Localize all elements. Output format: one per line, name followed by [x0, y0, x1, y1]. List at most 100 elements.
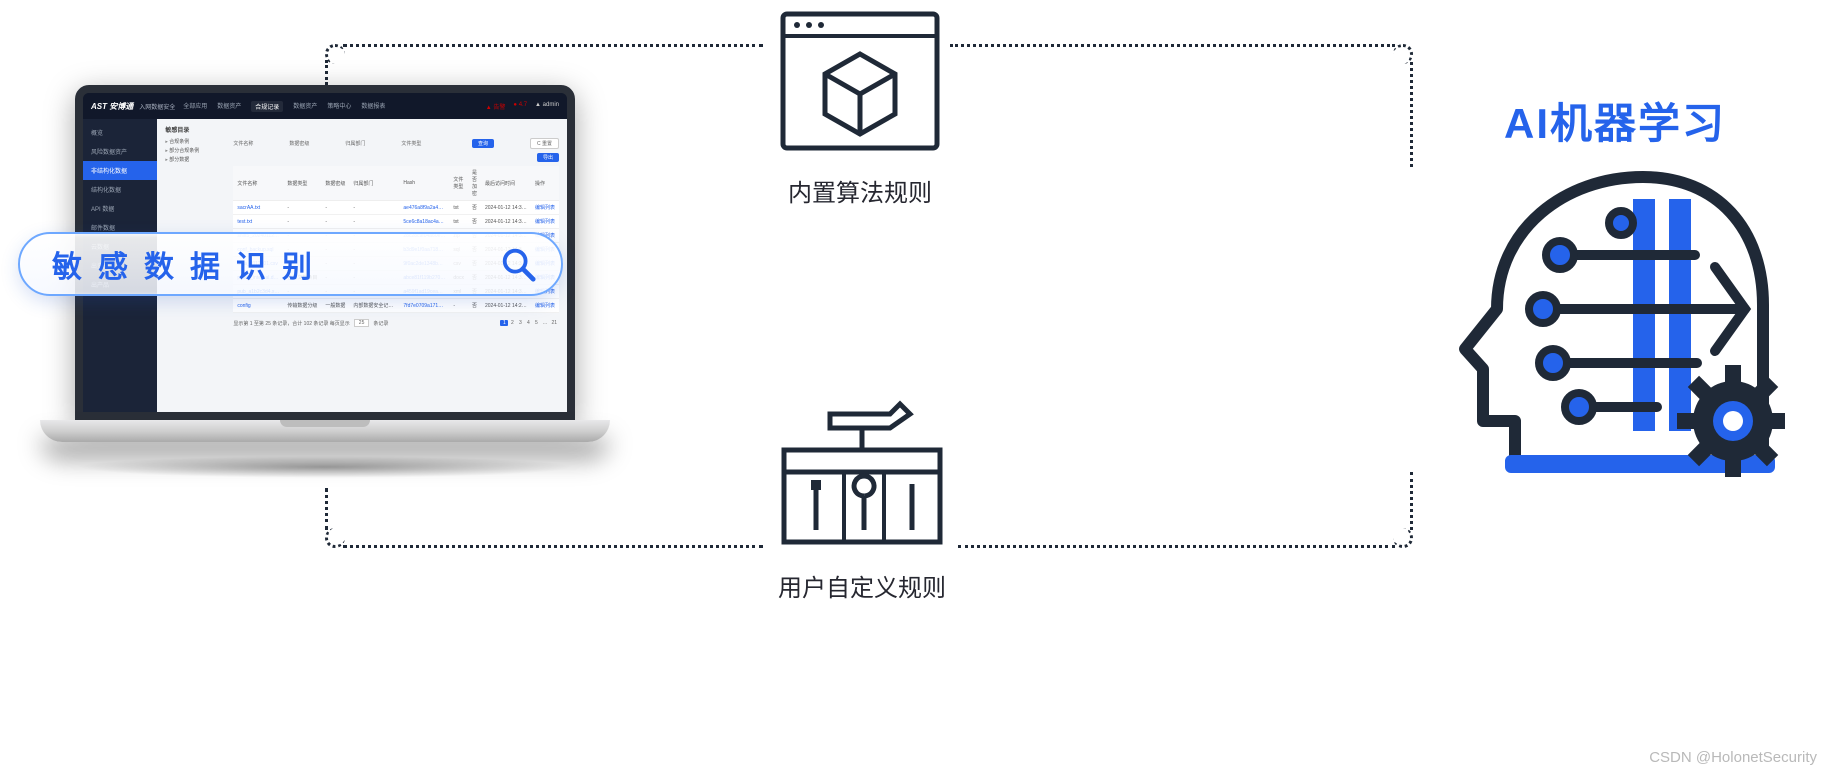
- pill-label: 敏感数据识别: [52, 242, 328, 286]
- connector-corner: [1393, 44, 1413, 64]
- table-cell: 否: [468, 299, 481, 313]
- connector-seg: [958, 545, 1395, 548]
- table-cell: 一般数据: [321, 299, 349, 313]
- filter-label: 数据密级: [289, 140, 309, 147]
- page-number[interactable]: 3: [516, 320, 524, 326]
- connector-corner: [325, 44, 345, 64]
- nav-item[interactable]: 数据资产: [217, 101, 241, 112]
- table-cell: txt: [449, 215, 468, 229]
- nav-item[interactable]: 数据报表: [361, 101, 385, 112]
- breadcrumb: 敏感目录: [165, 125, 559, 134]
- app-nav: 全部应用 数据资产 合规记录 数据资产 策略中心 数据报表: [183, 101, 385, 112]
- page-number[interactable]: 2: [508, 320, 516, 326]
- table-cell: 否: [468, 201, 481, 215]
- tree-item[interactable]: 部分数据: [165, 156, 225, 165]
- sidebar-item[interactable]: 结构化数据: [83, 180, 157, 199]
- table-cell: -: [283, 215, 321, 229]
- table-cell[interactable]: test.txt: [233, 215, 283, 229]
- nav-item[interactable]: 全部应用: [183, 101, 207, 112]
- sensitive-data-pill: 敏感数据识别: [18, 232, 563, 296]
- table-header: 是否加密: [468, 166, 481, 201]
- search-button[interactable]: 查询: [472, 139, 494, 148]
- sidebar-item[interactable]: 风险数据资产: [83, 142, 157, 161]
- sidebar-item[interactable]: 概览: [83, 123, 157, 142]
- connector-seg: [343, 545, 763, 548]
- sidebar-item[interactable]: 非结构化数据: [83, 161, 157, 180]
- table-header: 数据类型: [283, 166, 321, 201]
- filter-label: 文件类型: [401, 140, 421, 147]
- table-cell: 传输数据分级: [283, 299, 321, 313]
- connector-corner: [1393, 528, 1413, 548]
- table-cell: -: [321, 215, 349, 229]
- cube-window-icon: [775, 6, 945, 156]
- table-cell: 否: [468, 215, 481, 229]
- page-number[interactable]: 5: [532, 320, 540, 326]
- nav-item[interactable]: 策略中心: [327, 101, 351, 112]
- table-cell: -: [321, 201, 349, 215]
- table-cell[interactable]: 5ce6c8a18ac4a19a1...: [399, 215, 449, 229]
- app-logo-sub: 入网数据安全: [139, 102, 175, 111]
- page-number[interactable]: 4: [524, 320, 532, 326]
- ai-node: AI机器学习: [1435, 90, 1795, 484]
- table-row: test.txt---5ce6c8a18ac4a19a1...txt否2024-…: [233, 215, 559, 229]
- table-cell: -: [349, 215, 399, 229]
- table-cell: -: [349, 201, 399, 215]
- user-menu[interactable]: ▲ admin: [535, 102, 559, 111]
- builtin-rules-label: 内置算法规则: [770, 173, 950, 208]
- count-indicator[interactable]: ● 4.7: [513, 102, 527, 111]
- laptop-base: [40, 420, 610, 442]
- table-cell[interactable]: config: [233, 299, 283, 313]
- table-header: 操作: [531, 166, 559, 201]
- table-cell[interactable]: 编辑列表: [531, 299, 559, 313]
- page-number[interactable]: …: [540, 320, 549, 326]
- table-cell[interactable]: ae476a8f9a2a414b8a...: [399, 201, 449, 215]
- table-cell: 2024-01-12 14:22:44: [481, 299, 531, 313]
- builtin-rules-node: 内置算法规则: [770, 6, 950, 208]
- filter-label: 归属部门: [345, 140, 365, 147]
- laptop-shadow: [75, 456, 575, 478]
- connector-seg: [343, 44, 763, 47]
- per-page-select[interactable]: 25: [354, 319, 370, 327]
- reset-button[interactable]: C 重置: [530, 138, 559, 149]
- table-cell: 内部数据安全记录组: [349, 299, 399, 313]
- table-header: 数据密级: [321, 166, 349, 201]
- alert-indicator[interactable]: ▲ 告警: [486, 102, 506, 111]
- app-logo: AST 安博通: [91, 101, 133, 112]
- toolbox-icon: [772, 396, 952, 551]
- table-cell: -: [449, 299, 468, 313]
- table-header: 文件类型: [449, 166, 468, 201]
- connector-corner: [325, 528, 345, 548]
- sidebar-item[interactable]: API 数据: [83, 199, 157, 218]
- table-header: 最后访问时间: [481, 166, 531, 201]
- table-cell: 2024-01-12 14:33:28: [481, 215, 531, 229]
- ai-title: AI机器学习: [1435, 90, 1795, 151]
- app-header: AST 安博通 入网数据安全 全部应用 数据资产 合规记录 数据资产 策略中心 …: [83, 93, 567, 119]
- connector-seg: [325, 60, 328, 85]
- table-row: sacrAA.txt---ae476a8f9a2a414b8a...txt否20…: [233, 201, 559, 215]
- filter-label: 文件名称: [233, 140, 253, 147]
- tree-item[interactable]: 部分合规条例: [165, 147, 225, 156]
- connector-seg: [1410, 472, 1413, 530]
- page-number[interactable]: 1: [500, 320, 508, 326]
- custom-rules-label: 用户自定义规则: [772, 568, 952, 603]
- table-cell[interactable]: 编辑列表: [531, 215, 559, 229]
- nav-item[interactable]: 合规记录: [251, 101, 283, 112]
- header-right: ▲ 告警 ● 4.7 ▲ admin: [486, 102, 559, 111]
- tree-item[interactable]: 合规条例: [165, 138, 225, 147]
- table-cell[interactable]: sacrAA.txt: [233, 201, 283, 215]
- export-button[interactable]: 导出: [537, 153, 559, 162]
- page-number[interactable]: 21: [549, 320, 559, 326]
- pagination: 显示第 1 至第 25 条记录，合计 102 条记录 每页显示 25 条记录 1…: [233, 319, 559, 327]
- pagination-summary: 显示第 1 至第 25 条记录，合计 102 条记录 每页显示: [233, 320, 349, 327]
- table-cell[interactable]: 编辑列表: [531, 201, 559, 215]
- connector-seg: [1410, 62, 1413, 167]
- pagination-summary: 条记录: [373, 320, 388, 327]
- connector-seg: [950, 44, 1395, 47]
- table-row: config传输数据分级一般数据内部数据安全记录组7fd7e0709a17167…: [233, 299, 559, 313]
- table-cell[interactable]: 7fd7e0709a17167cb...: [399, 299, 449, 313]
- search-icon: [497, 243, 539, 285]
- table-cell: 2024-01-12 14:33:27: [481, 201, 531, 215]
- table-cell: -: [283, 201, 321, 215]
- nav-item[interactable]: 数据资产: [293, 101, 317, 112]
- ai-head-icon: [1445, 159, 1785, 479]
